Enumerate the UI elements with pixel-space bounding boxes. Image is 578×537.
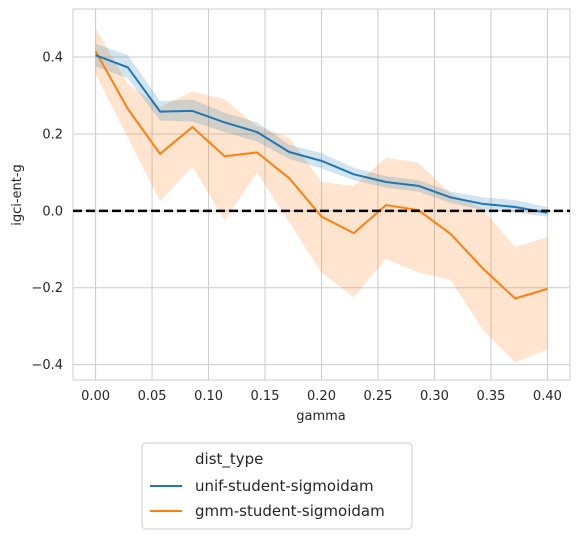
x-tick-label: 0.15: [251, 389, 280, 404]
legend-entry-unif: unif-student-sigmoidam: [195, 477, 374, 495]
legend: dist_type unif-student-sigmoidam gmm-stu…: [141, 442, 413, 530]
x-tick-label: 0.25: [364, 389, 393, 404]
y-axis-label: igci-ent-g: [10, 164, 25, 226]
legend-title: dist_type: [195, 450, 263, 469]
y-axis-ticks: −0.4 −0.2 0.0 0.2 0.4: [31, 51, 63, 374]
series-line-unif: [95, 54, 548, 214]
series-line-gmm: [94, 50, 548, 300]
x-tick-label: 0.35: [476, 389, 505, 404]
x-tick-label: 0.05: [138, 389, 167, 404]
x-axis-label: gamma: [296, 409, 346, 424]
y-tick-label: −0.4: [31, 358, 63, 373]
y-tick-label: −0.2: [31, 281, 63, 296]
confidence-bands: [95, 28, 548, 363]
x-tick-label: 0.10: [194, 389, 223, 404]
confidence-band-unif: [95, 43, 548, 217]
y-tick-label: 0.0: [42, 204, 63, 219]
y-tick-label: 0.2: [42, 127, 63, 142]
legend-entry-gmm: gmm-student-sigmoidam: [195, 502, 385, 520]
x-tick-label: 0.40: [533, 389, 562, 404]
x-tick-label: 0.20: [307, 389, 336, 404]
series-lines: [94, 50, 548, 300]
grid-lines: [73, 9, 570, 380]
legend-box: [141, 442, 413, 530]
y-tick-label: 0.4: [42, 51, 63, 66]
x-tick-label: 0.30: [420, 389, 449, 404]
x-tick-label: 0.00: [81, 389, 110, 404]
x-axis-ticks: 0.00 0.05 0.10 0.15 0.20 0.25 0.30 0.35 0.40: [81, 389, 562, 404]
confidence-band-gmm: [95, 28, 548, 363]
